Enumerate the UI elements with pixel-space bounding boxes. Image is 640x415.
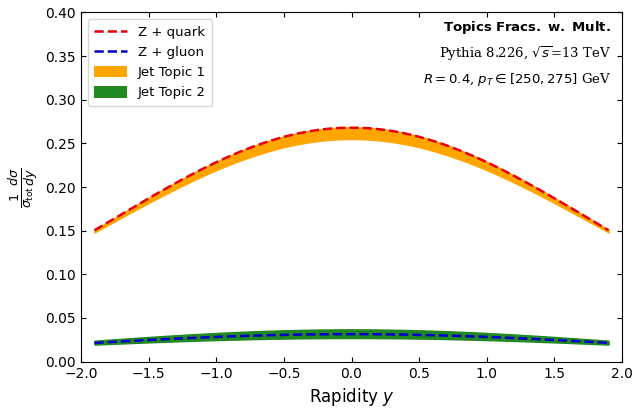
Y-axis label: $\frac{1}{\sigma_{\mathrm{tot}}} \frac{d\sigma}{dy}$: $\frac{1}{\sigma_{\mathrm{tot}}} \frac{d…: [7, 166, 40, 208]
Legend: Z + quark, Z + gluon, Jet Topic 1, Jet Topic 2: Z + quark, Z + gluon, Jet Topic 1, Jet T…: [88, 19, 212, 106]
Text: $\bf{Topics\ Fracs.\ w.\ Mult.}$
Pythia 8.226, $\sqrt{s}$=13 TeV
$R = 0.4$, $p_T: $\bf{Topics\ Fracs.\ w.\ Mult.}$ Pythia …: [423, 20, 611, 88]
X-axis label: Rapidity $y$: Rapidity $y$: [308, 386, 394, 408]
